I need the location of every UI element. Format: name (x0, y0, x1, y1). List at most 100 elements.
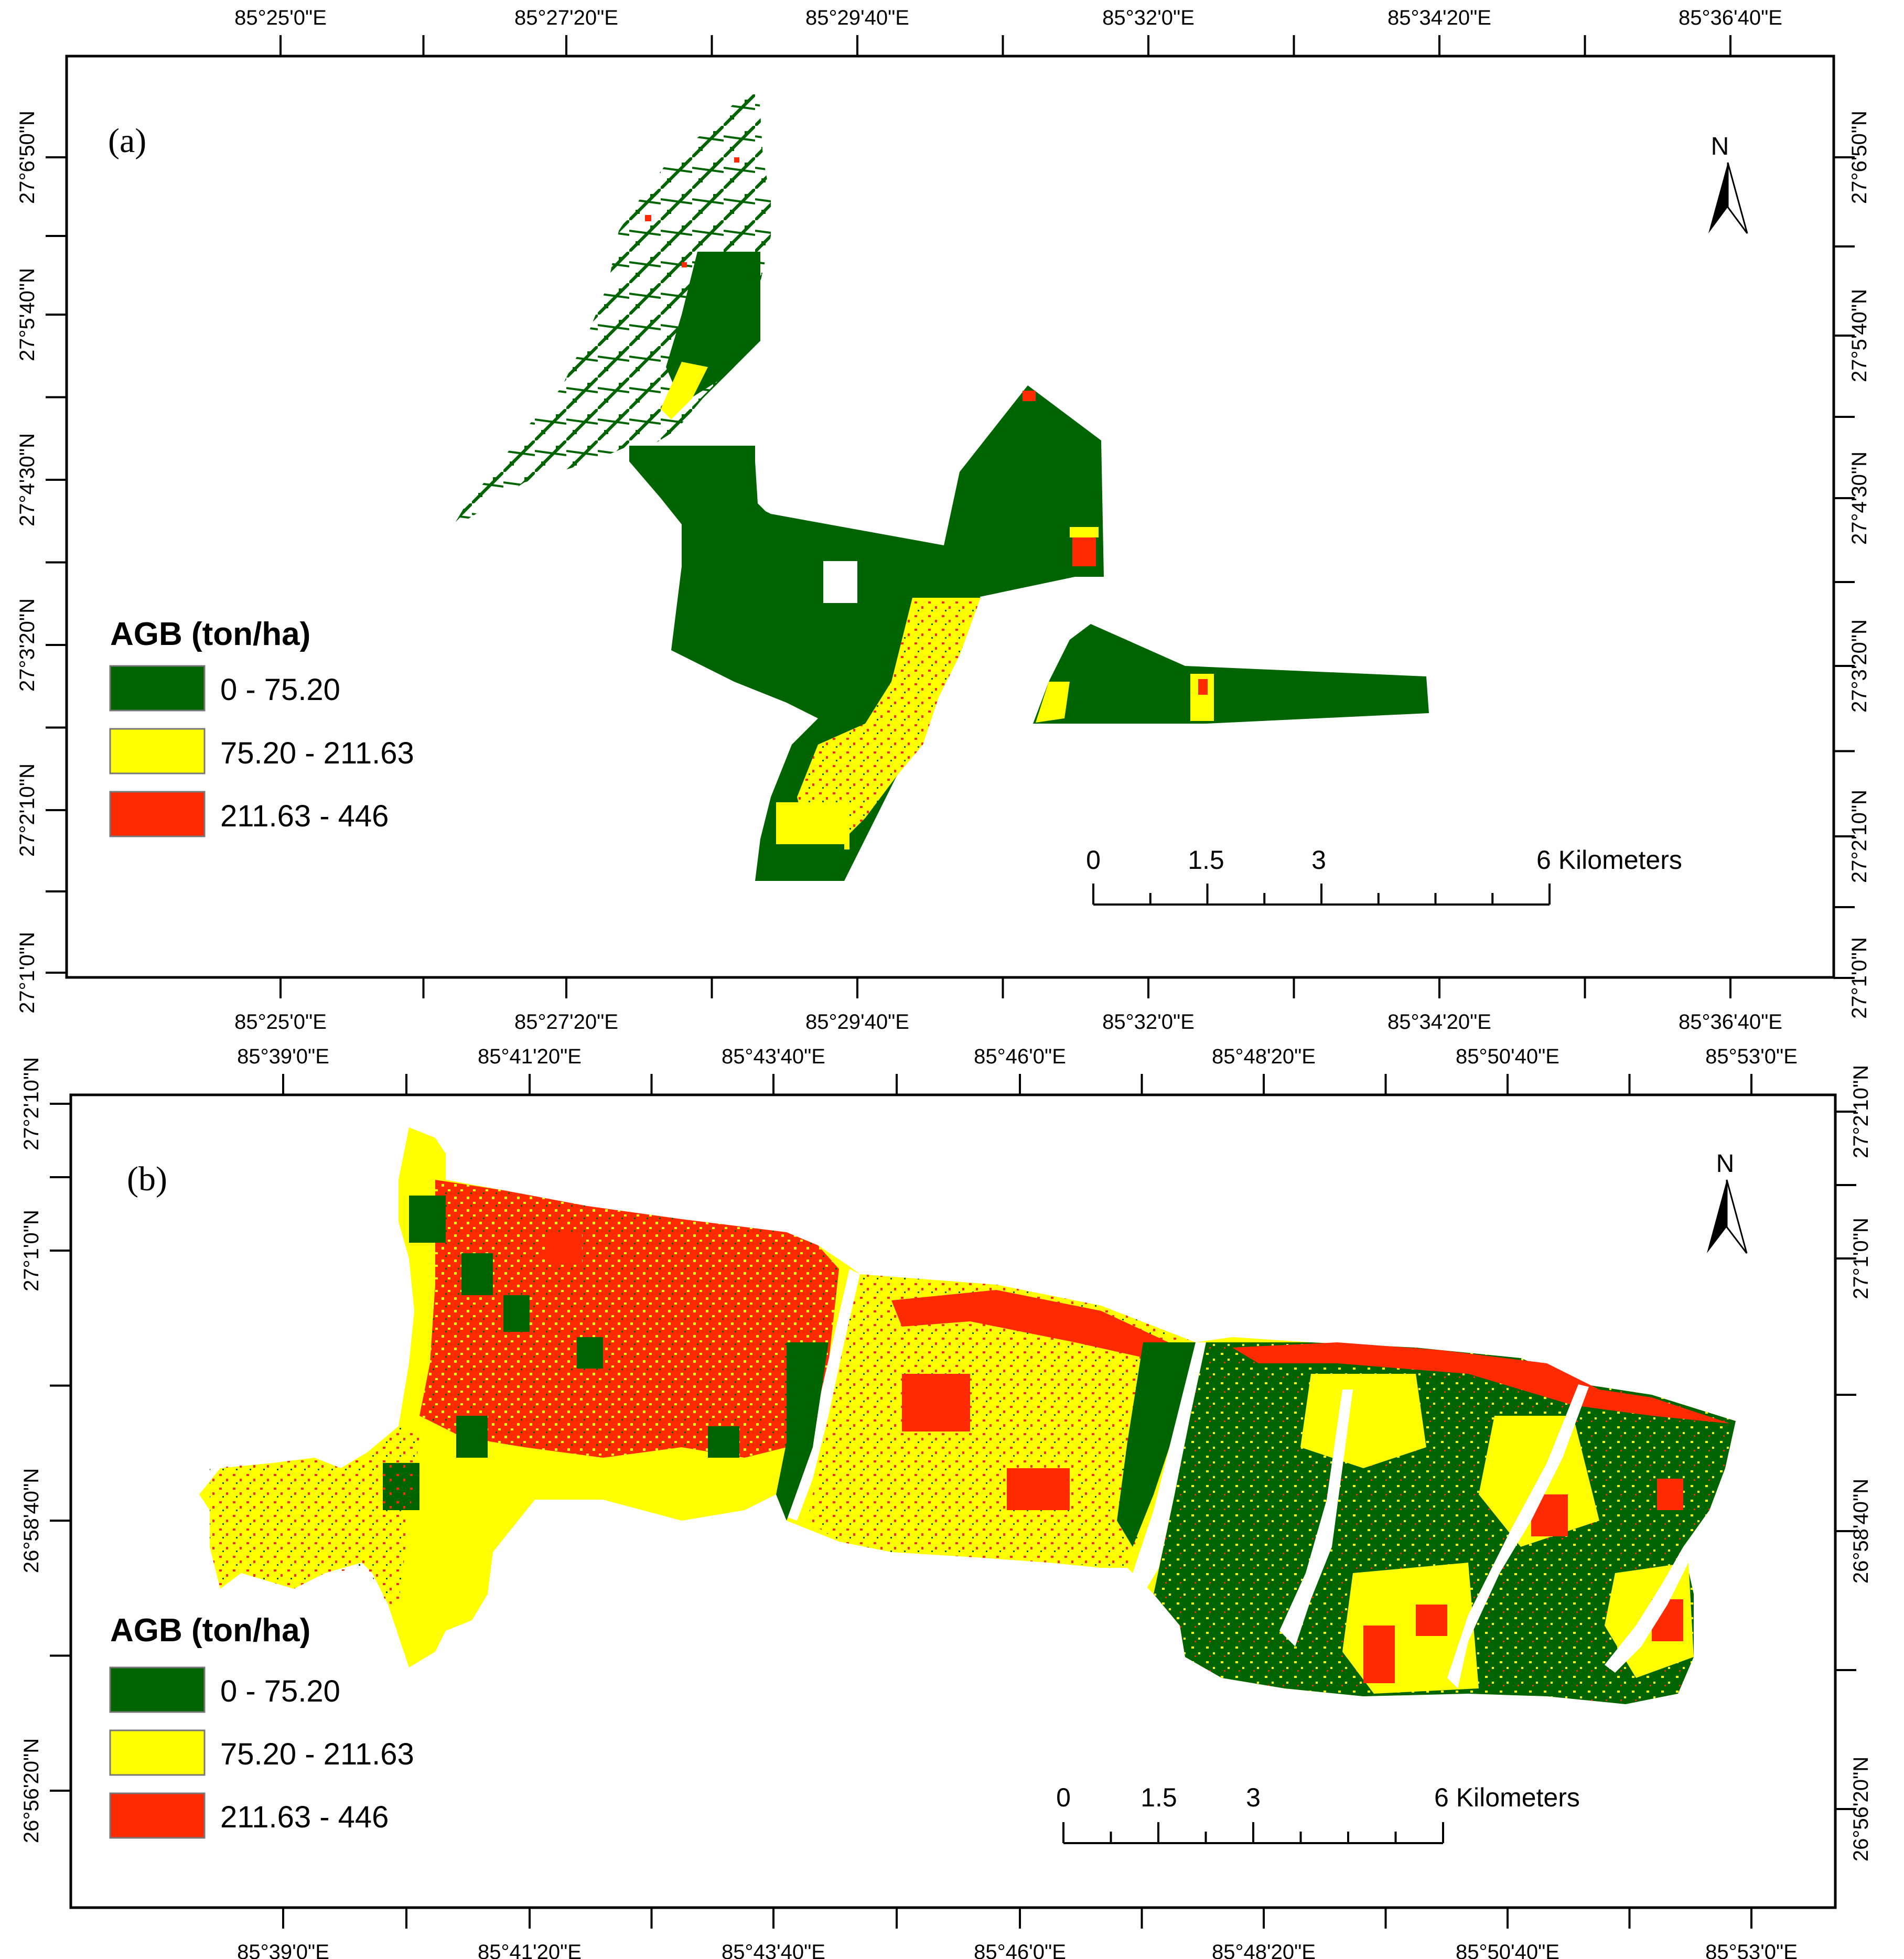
scale-b-label-1: 1.5 (1141, 1783, 1177, 1812)
legend-b-label-mid: 75.20 - 211.63 (220, 1737, 414, 1771)
left-lat-label: 26°58'40"N (20, 1468, 43, 1573)
map-a-nw-yellow (661, 362, 708, 419)
north-arrow-b: N (1707, 1150, 1748, 1254)
north-arrow-b-right (1726, 1179, 1748, 1254)
bottom-lon-label: 85°39'0"E (237, 1941, 329, 1959)
legend-b: AGB (ton/ha) 0 - 75.20 75.20 - 211.63 21… (109, 1612, 414, 1839)
left-lat-label: 27°6'50"N (16, 111, 39, 204)
map-a-ne-top-red (1023, 391, 1036, 401)
map-a-nw-red3 (734, 157, 739, 163)
map-b-river-4 (1447, 1384, 1589, 1688)
top-lon-label: 85°36'40"E (1679, 6, 1782, 29)
top-lon-label: 85°53'0"E (1705, 1045, 1798, 1068)
bottom-lon-label: 85°48'20"E (1212, 1941, 1316, 1959)
graticule-a: 85°25'0"E 85°27'20"E 85°29'40"E 85°32'0"E 85… (16, 6, 1871, 1034)
north-arrow-b-left (1707, 1180, 1727, 1253)
bottom-lon-label: 85°53'0"E (1705, 1941, 1798, 1959)
bottom-lon-label: 85°34'20"E (1387, 1010, 1491, 1034)
right-lat-label: 27°2'10"N (1849, 1065, 1873, 1158)
left-lat-label: 27°2'10"N (20, 1057, 43, 1150)
top-lon-label: 85°41'20"E (478, 1045, 582, 1068)
top-lon-label: 85°50'40"E (1456, 1045, 1559, 1068)
top-lon-label: 85°27'20"E (514, 6, 618, 29)
map-a-region-east (1033, 624, 1429, 724)
map-b-west-field-1 (461, 1253, 493, 1295)
map-b-east-red-top (1232, 1342, 1730, 1424)
panel-a-label: (a) (108, 122, 146, 160)
map-b-east-red-5 (1657, 1479, 1683, 1510)
top-lon-label: 85°48'20"E (1212, 1045, 1316, 1068)
bottom-lon-label: 85°41'20"E (478, 1941, 582, 1959)
agb-map-b (199, 1127, 1736, 1704)
top-lon-label: 85°43'40"E (722, 1045, 825, 1068)
legend-b-label-low: 0 - 75.20 (220, 1674, 340, 1708)
scale-b-label-0: 0 (1056, 1783, 1071, 1812)
map-b-east-yellow-1 (1300, 1374, 1426, 1468)
map-b-west-field-3 (409, 1196, 446, 1243)
legend-a-swatch-low (109, 665, 206, 712)
map-b-river-1-bank (776, 1342, 829, 1521)
map-a-east-red (1198, 679, 1208, 695)
map-a-nw-red1 (645, 215, 651, 221)
legend-b-swatch-low (109, 1666, 206, 1713)
bottom-lon-label: 85°50'40"E (1456, 1941, 1559, 1959)
legend-a-label-low: 0 - 75.20 (220, 673, 340, 707)
map-b-west-field-6 (708, 1426, 739, 1458)
legend-b-title: AGB (ton/ha) (110, 1612, 310, 1649)
right-lat-label: 27°6'50"N (1848, 111, 1871, 204)
north-arrow-a-right (1727, 162, 1748, 234)
legend-b-label-high: 211.63 - 446 (220, 1800, 389, 1834)
bottom-lon-label: 85°36'40"E (1679, 1010, 1782, 1034)
bottom-lon-label: 85°25'0"E (234, 1010, 327, 1034)
right-lat-label: 27°5'40"N (1848, 289, 1871, 382)
panel-a: (a) (16, 6, 1871, 1034)
bottom-lon-label: 85°46'0"E (974, 1941, 1066, 1959)
bottom-lon-label: 85°29'40"E (805, 1010, 909, 1034)
map-b-river-3 (1279, 1390, 1353, 1646)
map-a-ne-red (1072, 535, 1096, 566)
scale-a-label-0: 0 (1086, 845, 1101, 875)
left-lat-label: 27°1'0"N (16, 932, 39, 1014)
map-a-east-west-yellow (1036, 682, 1070, 723)
map-a-south-yellow (776, 802, 849, 849)
right-lat-label: 27°1'0"N (1848, 937, 1871, 1019)
map-b-west-lobe (210, 1426, 419, 1605)
panel-b: (b) (20, 1045, 1873, 1959)
top-lon-label: 85°46'0"E (974, 1045, 1066, 1068)
left-lat-label: 27°5'40"N (16, 268, 39, 361)
map-b-west-field-2 (503, 1295, 530, 1332)
map-a-region-northwest (451, 92, 771, 530)
left-lat-label: 27°1'0"N (20, 1210, 43, 1291)
legend-b-swatch-mid (109, 1729, 206, 1776)
right-lat-label: 27°1'0"N (1849, 1218, 1873, 1299)
map-a-central-yellow-red (797, 598, 981, 839)
map-a-central-clearing (823, 561, 857, 603)
agb-map-a (451, 92, 1429, 881)
map-b-west-field-5 (456, 1416, 488, 1458)
north-arrow-a-left (1708, 163, 1728, 233)
map-a-region-northeast (944, 385, 1104, 598)
map-b-west-field-red (545, 1232, 582, 1264)
top-lon-label: 85°32'0"E (1102, 6, 1195, 29)
map-a-south-green (760, 844, 844, 881)
right-lat-label: 26°56'20"N (1849, 1757, 1873, 1861)
top-lon-label: 85°34'20"E (1387, 6, 1491, 29)
legend-a-label-high: 211.63 - 446 (220, 799, 389, 833)
scale-b-label-2: 3 (1246, 1783, 1261, 1812)
legend-a: AGB (ton/ha) 0 - 75.20 75.20 - 211.63 21… (109, 616, 414, 837)
graticule-b: 85°39'0"E 85°41'20"E 85°43'40"E 85°46'0"E 85… (20, 1045, 1873, 1959)
scale-a-label-3: 6 Kilometers (1536, 845, 1682, 875)
map-b-middle-red-patch (902, 1374, 970, 1431)
map-b-east-red-4 (1416, 1605, 1447, 1636)
map-b-middle-red-band (891, 1290, 1180, 1363)
left-lat-label: 26°56'20"N (20, 1738, 43, 1843)
legend-a-swatch-high (109, 791, 206, 837)
map-b-river-2 (1133, 1342, 1206, 1594)
right-lat-label: 27°3'20"N (1848, 619, 1871, 713)
map-a-nw-red2 (682, 262, 687, 267)
scale-bar-b: 0 1.5 3 6 Kilometers (1056, 1783, 1580, 1844)
bottom-lon-label: 85°27'20"E (514, 1010, 618, 1034)
legend-a-label-mid: 75.20 - 211.63 (220, 736, 414, 770)
